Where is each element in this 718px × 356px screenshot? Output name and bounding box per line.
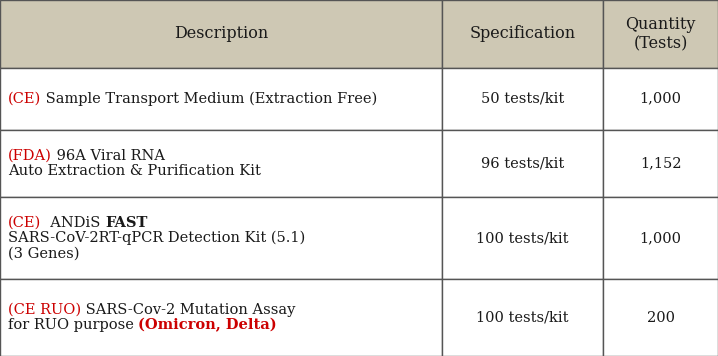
Text: Auto Extraction & Purification Kit: Auto Extraction & Purification Kit (8, 164, 261, 178)
Text: ANDiS: ANDiS (41, 216, 106, 230)
Bar (0, 279, 442, 356)
Text: 1,000: 1,000 (640, 92, 681, 106)
Text: Specification: Specification (470, 26, 575, 42)
Bar (442, 198, 603, 279)
Text: for RUO purpose: for RUO purpose (8, 318, 139, 332)
Bar (603, 198, 718, 279)
Text: (CE): (CE) (8, 92, 41, 106)
Text: (3 Genes): (3 Genes) (8, 246, 80, 261)
Bar (603, 68, 718, 130)
Bar (442, 279, 603, 356)
Text: 100 tests/kit: 100 tests/kit (476, 310, 569, 325)
Bar (0, 0, 442, 68)
Bar (442, 0, 603, 68)
Text: Description: Description (174, 26, 268, 42)
Bar (0, 68, 442, 130)
Text: (Omicron, Delta): (Omicron, Delta) (139, 318, 277, 332)
Text: 1,000: 1,000 (640, 231, 681, 245)
Bar (0, 198, 442, 279)
Text: Sample Transport Medium (Extraction Free): Sample Transport Medium (Extraction Free… (41, 91, 378, 106)
Bar (442, 68, 603, 130)
Bar (0, 130, 442, 198)
Text: (CE RUO): (CE RUO) (8, 303, 81, 317)
Bar (603, 130, 718, 198)
Text: 96 tests/kit: 96 tests/kit (481, 157, 564, 171)
Text: (FDA): (FDA) (8, 149, 52, 163)
Text: SARS-CoV-2RT-qPCR Detection Kit (5.1): SARS-CoV-2RT-qPCR Detection Kit (5.1) (8, 231, 305, 245)
Text: FAST: FAST (106, 216, 148, 230)
Text: 100 tests/kit: 100 tests/kit (476, 231, 569, 245)
Text: 1,152: 1,152 (640, 157, 681, 171)
Bar (442, 130, 603, 198)
Text: SARS-Cov-2 Mutation Assay: SARS-Cov-2 Mutation Assay (81, 303, 296, 317)
Text: 50 tests/kit: 50 tests/kit (481, 92, 564, 106)
Text: (CE): (CE) (8, 216, 41, 230)
Text: 200: 200 (647, 310, 674, 325)
Text: 96A Viral RNA: 96A Viral RNA (52, 149, 165, 163)
Bar (603, 0, 718, 68)
Bar (603, 279, 718, 356)
Text: Quantity
(Tests): Quantity (Tests) (625, 16, 696, 52)
